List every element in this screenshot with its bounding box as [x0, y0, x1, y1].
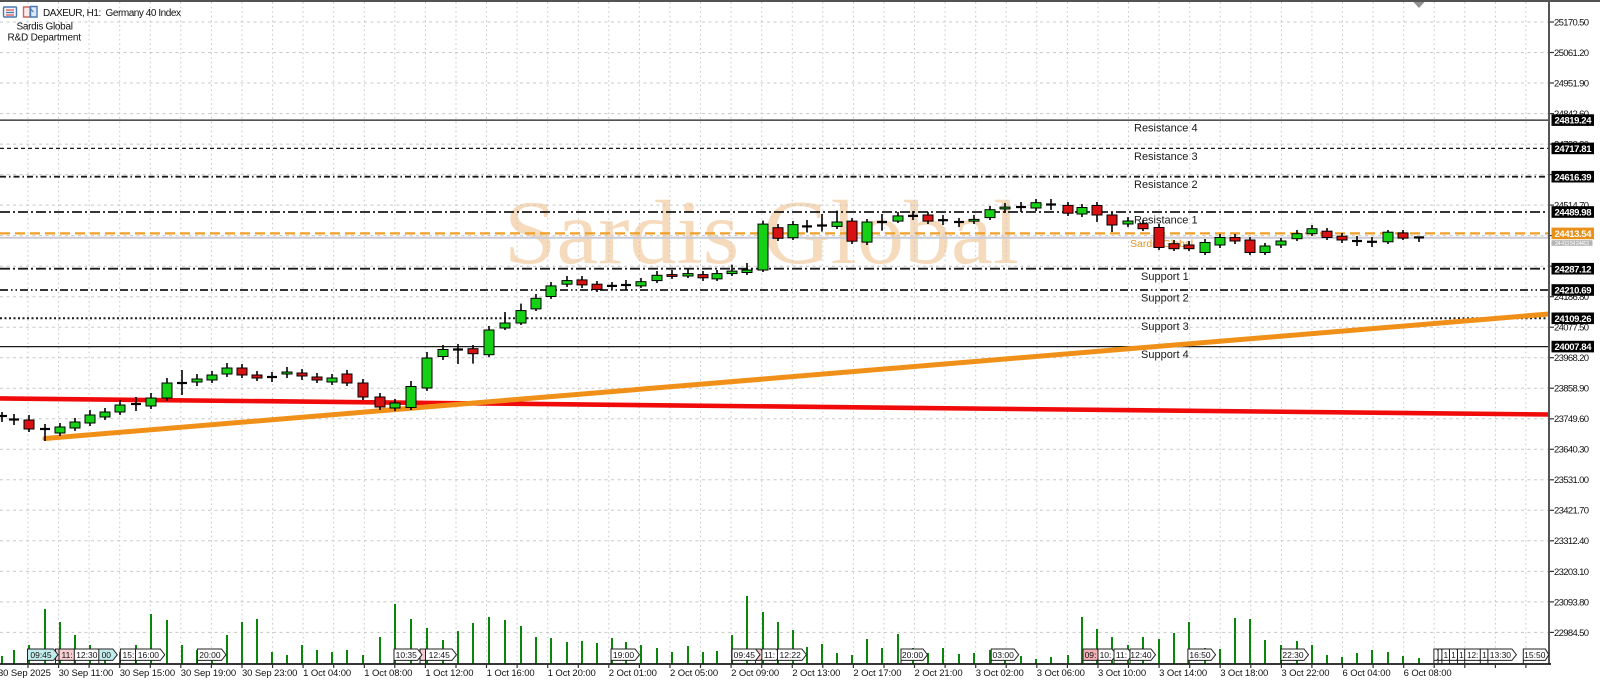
- svg-text:24819.24: 24819.24: [1555, 116, 1593, 127]
- svg-text:23858.90: 23858.90: [1554, 384, 1589, 395]
- svg-text:15:: 15:: [123, 650, 135, 660]
- svg-text:11:: 11:: [764, 650, 775, 660]
- svg-text:1: 1: [1444, 651, 1449, 660]
- svg-text:3 Oct 06:00: 3 Oct 06:00: [1037, 668, 1085, 679]
- svg-text:1: 1: [1451, 651, 1456, 660]
- svg-text:30 Sep 23:00: 30 Sep 23:00: [242, 668, 297, 679]
- svg-text:30 Sep 2025: 30 Sep 2025: [0, 668, 51, 679]
- svg-text:09:: 09:: [1085, 650, 1097, 660]
- svg-text:23203.10: 23203.10: [1554, 567, 1589, 578]
- svg-text:13:30: 13:30: [1490, 650, 1512, 660]
- svg-text:6 Oct 04:00: 6 Oct 04:00: [1343, 668, 1391, 679]
- svg-text:Resistance 4: Resistance 4: [1134, 123, 1198, 135]
- svg-text:1 Oct 20:00: 1 Oct 20:00: [548, 668, 596, 679]
- svg-text:16:00: 16:00: [138, 650, 160, 660]
- svg-text:23421.70: 23421.70: [1554, 506, 1589, 517]
- svg-text:Sardis Global: Sardis Global: [17, 22, 73, 33]
- svg-text:3 Oct 10:00: 3 Oct 10:00: [1098, 668, 1146, 679]
- svg-text:2 Oct 21:00: 2 Oct 21:00: [915, 668, 963, 679]
- svg-text:24287.12: 24287.12: [1555, 264, 1592, 275]
- svg-text:6 Oct 08:00: 6 Oct 08:00: [1404, 668, 1452, 679]
- svg-text:25061.20: 25061.20: [1554, 48, 1589, 59]
- svg-text:30 Sep 19:00: 30 Sep 19:00: [181, 668, 236, 679]
- svg-text:11:: 11:: [62, 650, 73, 660]
- svg-text:23640.30: 23640.30: [1554, 445, 1589, 456]
- svg-text:24109.26: 24109.26: [1555, 314, 1592, 325]
- svg-text:24951.90: 24951.90: [1554, 78, 1589, 89]
- svg-text:DAXEUR, H1: Germany 40 Index: DAXEUR, H1: Germany 40 Index: [43, 8, 181, 19]
- svg-text:23531.00: 23531.00: [1554, 475, 1589, 486]
- svg-text:24 413 54 24413: 24 413 54 24413: [1555, 241, 1589, 247]
- svg-text:22984.50: 22984.50: [1554, 628, 1589, 639]
- svg-text:3 Oct 14:00: 3 Oct 14:00: [1159, 668, 1207, 679]
- svg-text:16:50: 16:50: [1189, 650, 1211, 660]
- svg-text:24077.50: 24077.50: [1554, 323, 1589, 334]
- svg-text:30 Sep 11:00: 30 Sep 11:00: [59, 668, 114, 679]
- svg-text:09:45: 09:45: [734, 650, 756, 660]
- svg-text:09:45: 09:45: [30, 650, 52, 660]
- svg-text:12:: 12:: [1467, 651, 1478, 660]
- svg-text:1: 1: [1459, 651, 1464, 660]
- svg-text:2 Oct 17:00: 2 Oct 17:00: [853, 668, 901, 679]
- svg-text:1 Oct 04:00: 1 Oct 04:00: [303, 668, 351, 679]
- svg-text:24514.70: 24514.70: [1554, 201, 1589, 212]
- svg-text:Support 3: Support 3: [1141, 321, 1189, 333]
- svg-text:24616.39: 24616.39: [1555, 172, 1592, 183]
- svg-text:03:00: 03:00: [993, 650, 1015, 660]
- svg-text:10:35: 10:35: [396, 650, 418, 660]
- svg-text:1 Oct 12:00: 1 Oct 12:00: [425, 668, 473, 679]
- svg-text:3 Oct 02:00: 3 Oct 02:00: [976, 668, 1024, 679]
- svg-text:1: 1: [1482, 651, 1487, 660]
- svg-text:Support 2: Support 2: [1141, 293, 1189, 305]
- svg-text:2 Oct 13:00: 2 Oct 13:00: [792, 668, 840, 679]
- svg-text:1 Oct 08:00: 1 Oct 08:00: [364, 668, 412, 679]
- svg-text:23312.40: 23312.40: [1554, 536, 1589, 547]
- svg-text:24717.81: 24717.81: [1555, 144, 1593, 155]
- svg-text:Resistance 2: Resistance 2: [1134, 179, 1198, 191]
- svg-text:19:00: 19:00: [613, 650, 635, 660]
- svg-text:22:30: 22:30: [1282, 650, 1304, 660]
- svg-text:12:45: 12:45: [429, 650, 451, 660]
- svg-text:12:22: 12:22: [780, 650, 802, 660]
- svg-text:2 Oct 09:00: 2 Oct 09:00: [731, 668, 779, 679]
- svg-text:Resistance 1: Resistance 1: [1134, 215, 1198, 227]
- svg-text:24007.84: 24007.84: [1555, 342, 1593, 353]
- svg-text:15:50: 15:50: [1524, 650, 1546, 660]
- svg-text:Resistance 3: Resistance 3: [1134, 151, 1198, 163]
- svg-text:23968.20: 23968.20: [1554, 353, 1589, 364]
- svg-text:20:00: 20:00: [199, 650, 221, 660]
- svg-text:24413.54: 24413.54: [1555, 229, 1593, 240]
- svg-text:11:: 11:: [1116, 650, 1127, 660]
- svg-text:R&D Department: R&D Department: [8, 33, 82, 44]
- svg-text:24186.80: 24186.80: [1554, 292, 1589, 303]
- svg-text:24210.69: 24210.69: [1555, 286, 1592, 297]
- svg-text:23749.60: 23749.60: [1554, 414, 1589, 425]
- svg-text:2 Oct 01:00: 2 Oct 01:00: [609, 668, 657, 679]
- svg-text:12:40: 12:40: [1130, 650, 1152, 660]
- svg-text:23093.80: 23093.80: [1554, 597, 1589, 608]
- svg-text:00: 00: [102, 650, 112, 660]
- svg-text:25170.50: 25170.50: [1554, 17, 1589, 28]
- svg-text:3 Oct 22:00: 3 Oct 22:00: [1281, 668, 1329, 679]
- svg-text:Support 4: Support 4: [1141, 349, 1189, 361]
- svg-text:20:00: 20:00: [902, 650, 924, 660]
- svg-text:24489.98: 24489.98: [1555, 208, 1592, 219]
- svg-text:30 Sep 15:00: 30 Sep 15:00: [120, 668, 175, 679]
- svg-text:1 Oct 16:00: 1 Oct 16:00: [487, 668, 535, 679]
- svg-text:2 Oct 05:00: 2 Oct 05:00: [670, 668, 718, 679]
- svg-text:12:30: 12:30: [76, 650, 98, 660]
- svg-text:3 Oct 18:00: 3 Oct 18:00: [1220, 668, 1268, 679]
- svg-text:10:: 10:: [1100, 650, 1112, 660]
- svg-text:Support 1: Support 1: [1141, 271, 1189, 283]
